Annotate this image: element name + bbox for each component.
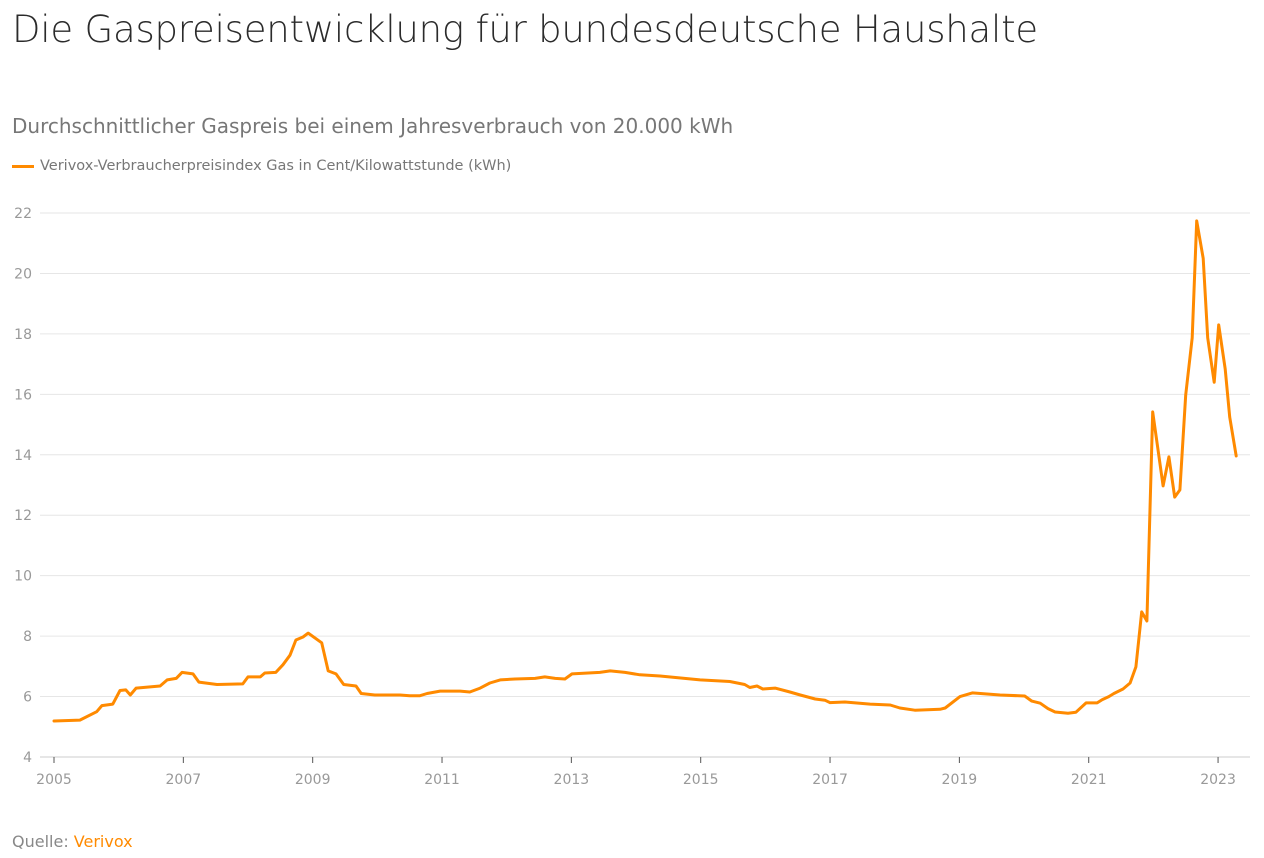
legend-label: Verivox-Verbraucherpreisindex Gas in Cen… (40, 158, 512, 174)
x-tick-label: 2015 (683, 772, 719, 788)
x-tick-label: 2013 (554, 772, 590, 788)
source-note: Quelle: Verivox (12, 832, 133, 851)
y-tick-label: 10 (14, 569, 32, 585)
y-tick-label: 4 (23, 750, 32, 766)
y-tick-label: 20 (14, 266, 32, 282)
x-tick-label: 2011 (424, 772, 460, 788)
source-label: Quelle: (12, 832, 69, 851)
y-tick-label: 8 (23, 629, 32, 645)
y-tick-label: 22 (14, 206, 32, 222)
x-tick-label: 2019 (942, 772, 978, 788)
x-tick-label: 2009 (295, 772, 331, 788)
y-tick-label: 12 (14, 508, 32, 524)
legend[interactable]: Verivox-Verbraucherpreisindex Gas in Cen… (12, 158, 511, 174)
x-tick-label: 2017 (812, 772, 848, 788)
chart-title: Die Gaspreisentwicklung für bundesdeutsc… (12, 8, 1038, 51)
y-tick-label: 18 (14, 327, 32, 343)
chart-subtitle: Durchschnittlicher Gaspreis bei einem Ja… (12, 114, 734, 138)
y-tick-label: 16 (14, 387, 32, 403)
y-tick-label: 14 (14, 448, 32, 464)
x-tick-label: 2007 (166, 772, 202, 788)
x-tick-label: 2023 (1200, 772, 1236, 788)
source-link[interactable]: Verivox (73, 832, 133, 851)
x-tick-label: 2005 (36, 772, 72, 788)
legend-swatch (12, 164, 34, 168)
series-line (52, 219, 1238, 723)
y-tick-label: 6 (23, 690, 32, 706)
x-tick-label: 2021 (1071, 772, 1107, 788)
